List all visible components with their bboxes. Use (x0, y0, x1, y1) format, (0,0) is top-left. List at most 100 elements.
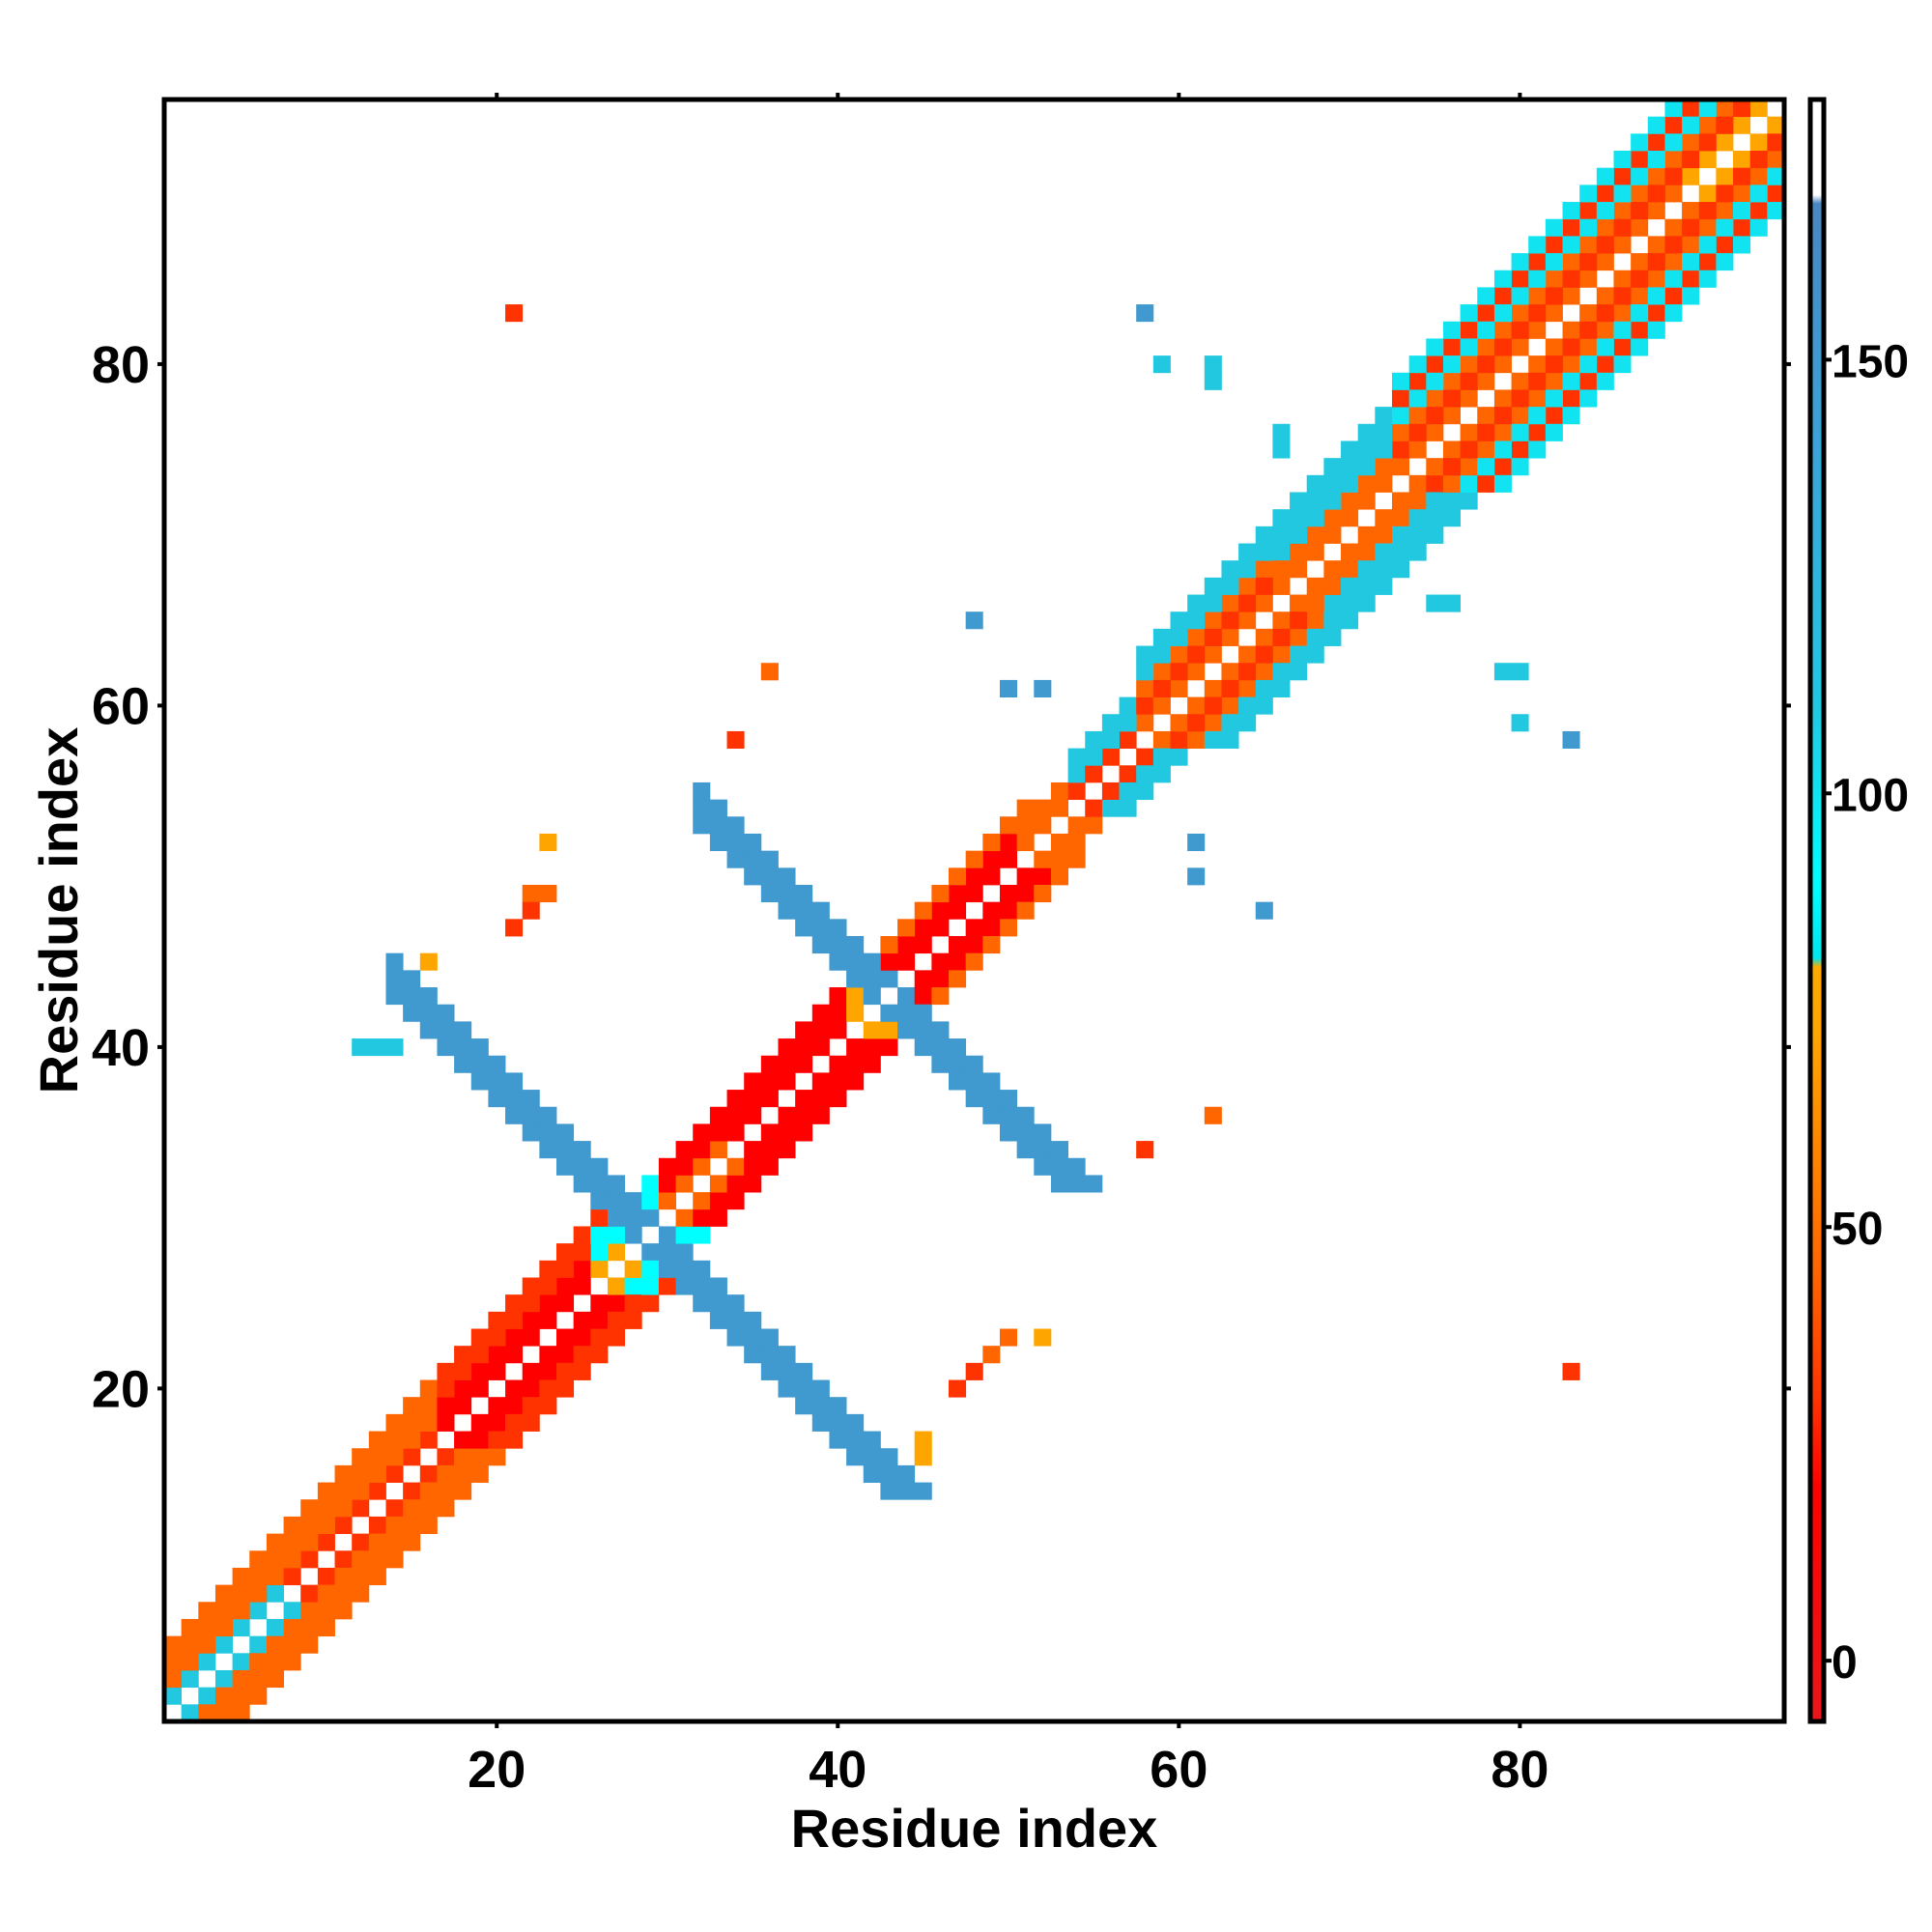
heatmap-cell (1460, 458, 1478, 476)
heatmap-cell (505, 1106, 524, 1124)
heatmap-cell (1733, 167, 1751, 185)
heatmap-cell (1460, 474, 1478, 493)
heatmap-cell (1545, 218, 1563, 237)
heatmap-cell (1562, 1362, 1580, 1380)
heatmap-cell (1716, 185, 1734, 203)
heatmap-cell (1306, 611, 1324, 630)
heatmap-cell (419, 1499, 438, 1518)
heatmap-cell (982, 919, 1001, 937)
heatmap-cell (1562, 407, 1580, 425)
heatmap-cell (1101, 730, 1120, 749)
heatmap-cell (1596, 338, 1614, 356)
heatmap-cell (1545, 423, 1563, 441)
heatmap-cell (1426, 594, 1444, 612)
heatmap-cell (726, 1294, 745, 1313)
heatmap-cell (693, 1141, 711, 1159)
heatmap-cell (488, 1090, 506, 1108)
heatmap-cell (505, 1413, 524, 1432)
heatmap-cell (965, 1072, 983, 1091)
heatmap-cell (999, 1123, 1018, 1142)
heatmap-cell (880, 1482, 898, 1500)
heatmap-cell (965, 884, 983, 903)
heatmap-cell (1698, 218, 1717, 237)
heatmap-cell (334, 1499, 353, 1518)
heatmap-cell (1682, 133, 1700, 152)
heatmap-cell (795, 1106, 813, 1124)
heatmap-cell (1613, 287, 1632, 305)
heatmap-cell (1136, 765, 1154, 783)
heatmap-cell (437, 1379, 455, 1398)
heatmap-cell (573, 1226, 591, 1244)
heatmap-cell (1238, 714, 1257, 732)
heatmap-cell (556, 1294, 575, 1313)
heatmap-cell (334, 1516, 353, 1534)
heatmap-cell (1357, 543, 1376, 561)
heatmap-cell (1749, 167, 1768, 185)
heatmap-cell (1579, 321, 1598, 339)
heatmap-cell (1119, 799, 1137, 817)
heatmap-cell (1085, 799, 1103, 817)
heatmap-cell (437, 1482, 455, 1500)
heatmap-cell (897, 1482, 916, 1500)
heatmap-cell (1255, 560, 1273, 579)
heatmap-cell (931, 970, 950, 988)
heatmap-cell (1698, 133, 1717, 152)
heatmap-cell (829, 936, 847, 954)
heatmap-cell (624, 1294, 642, 1313)
heatmap-cell (249, 1635, 268, 1654)
heatmap-cell (760, 1157, 779, 1176)
heatmap-cell (1187, 714, 1206, 732)
heatmap-cell (1255, 594, 1273, 612)
heatmap-cell (999, 679, 1018, 697)
heatmap-cell (1631, 151, 1649, 169)
heatmap-cell (1698, 99, 1717, 118)
heatmap-cell (488, 1072, 506, 1091)
heatmap-cell (317, 1482, 335, 1500)
heatmap-cell (1579, 218, 1598, 237)
heatmap-cell (1682, 218, 1700, 237)
heatmap-cell (1442, 407, 1461, 425)
heatmap-cell (232, 1669, 250, 1689)
heatmap-cell (164, 1635, 183, 1654)
heatmap-cell (1442, 458, 1461, 476)
heatmap-cell (1596, 185, 1614, 203)
heatmap-cell (1749, 133, 1768, 152)
heatmap-cell (1272, 577, 1291, 595)
heatmap-cell (675, 1208, 694, 1227)
heatmap-cell (437, 1499, 455, 1518)
heatmap-cell (846, 1431, 865, 1449)
heatmap-cell (863, 1055, 881, 1073)
heatmap-cell (1664, 253, 1683, 271)
heatmap-cell (709, 1208, 727, 1227)
heatmap-cell (795, 1055, 813, 1073)
heatmap-cell (1631, 270, 1649, 288)
heatmap-cell (522, 1090, 540, 1108)
heatmap-cell (760, 1055, 779, 1073)
heatmap-cell (1631, 167, 1649, 185)
heatmap-cell (1170, 748, 1188, 766)
heatmap-cell (1767, 185, 1785, 203)
heatmap-cell (1596, 372, 1614, 390)
heatmap-cell (1187, 594, 1206, 612)
heatmap-cell (470, 1413, 489, 1432)
heatmap-cell (607, 1328, 626, 1347)
heatmap-cell (1647, 236, 1665, 254)
heatmap-cell (999, 884, 1018, 903)
heatmap-cell (488, 1362, 506, 1380)
heatmap-cell (1204, 730, 1222, 749)
heatmap-cell (1749, 218, 1768, 237)
heatmap-cell (709, 1141, 727, 1159)
heatmap-cell (334, 1584, 353, 1603)
heatmap-cell (1187, 867, 1206, 886)
heatmap-cell (403, 1397, 421, 1415)
heatmap-cell (1613, 321, 1632, 339)
heatmap-cell (1460, 304, 1478, 323)
heatmap-cell (1767, 116, 1785, 134)
heatmap-cell (232, 1602, 250, 1620)
heatmap-cell (778, 1038, 796, 1057)
heatmap-cell (1306, 543, 1324, 561)
heatmap-cell (1170, 663, 1188, 681)
heatmap-cell (709, 1294, 727, 1313)
heatmap-cell (419, 1482, 438, 1500)
heatmap-cell (1477, 355, 1495, 374)
